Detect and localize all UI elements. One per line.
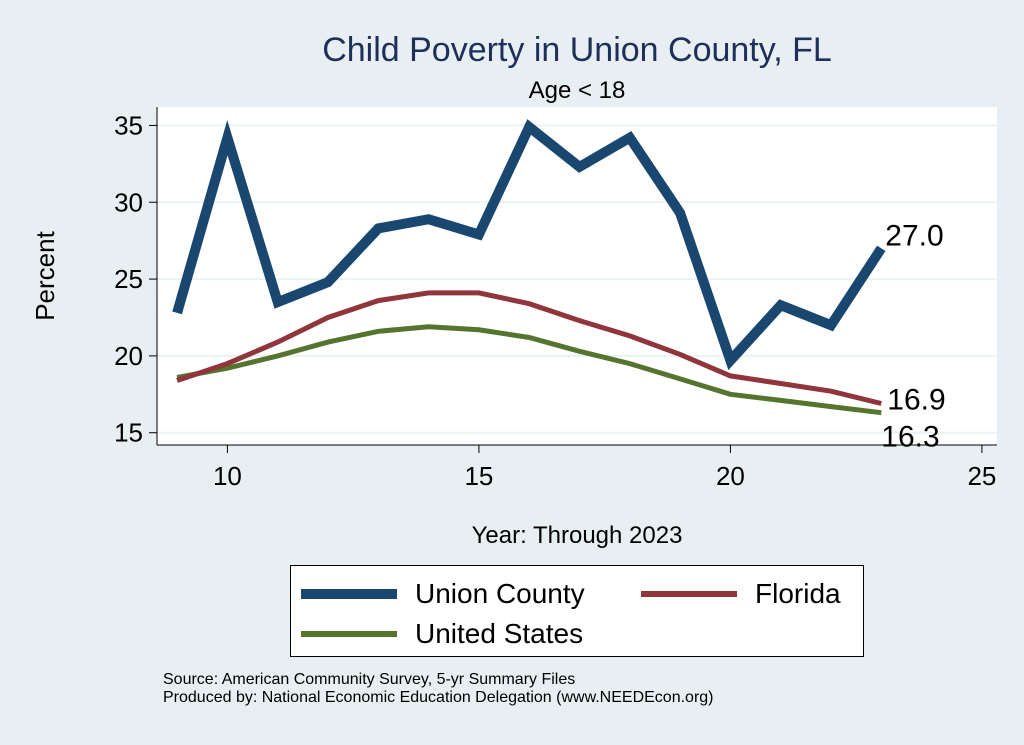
legend: Union County Florida United States — [290, 565, 864, 657]
chart-subtitle: Age < 18 — [529, 77, 626, 104]
y-tick-label: 15 — [114, 418, 143, 448]
y-axis-label: Percent — [30, 230, 60, 320]
x-axis-label: Year: Through 2023 — [472, 522, 683, 549]
y-tick-label: 20 — [114, 341, 143, 371]
x-tick-label: 25 — [967, 461, 996, 491]
y-axis-ticks: 15 20 25 30 35 — [114, 110, 157, 448]
legend-swatch — [301, 589, 397, 599]
legend-swatch — [641, 591, 737, 597]
plot-area — [157, 107, 997, 445]
x-axis-ticks: 10 15 20 25 — [213, 445, 996, 491]
end-value-label: 16.3 — [881, 421, 939, 454]
legend-label: United States — [415, 618, 584, 649]
y-tick-label: 25 — [114, 264, 143, 294]
series-line-florida — [176, 290, 882, 406]
end-value-label: 16.9 — [887, 384, 945, 417]
legend-item-union-county: Union County — [301, 578, 585, 610]
gridlines — [157, 124, 997, 434]
legend-item-united-states: United States — [301, 618, 583, 650]
chart-title: Child Poverty in Union County, FL — [322, 31, 832, 69]
source-note: Source: American Community Survey, 5-yr … — [163, 671, 714, 707]
y-tick-label: 35 — [114, 110, 143, 140]
series-line-united-states — [176, 324, 882, 416]
legend-label: Union County — [415, 578, 585, 609]
x-tick-label: 15 — [464, 461, 493, 491]
series-lines — [172, 119, 886, 416]
end-labels: 27.0 16.9 16.3 — [881, 219, 945, 453]
x-tick-label: 20 — [716, 461, 745, 491]
producer-line: Produced by: National Economic Education… — [163, 689, 714, 706]
y-tick-label: 30 — [114, 187, 143, 217]
x-tick-label: 10 — [213, 461, 242, 491]
legend-swatch — [301, 631, 397, 637]
series-line-union-county — [172, 119, 886, 371]
end-value-label: 27.0 — [885, 219, 943, 252]
legend-item-florida: Florida — [641, 578, 841, 610]
line-chart: Child Poverty in Union County, FL Age < … — [30, 31, 997, 549]
source-line: Source: American Community Survey, 5-yr … — [163, 671, 576, 688]
legend-label: Florida — [755, 578, 841, 609]
